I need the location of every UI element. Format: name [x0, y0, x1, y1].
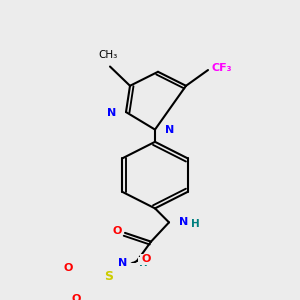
Text: S: S: [104, 270, 113, 283]
Text: O: O: [112, 226, 122, 236]
Text: N: N: [179, 218, 188, 227]
Text: N: N: [165, 125, 174, 136]
Text: O: O: [141, 254, 150, 264]
Text: O: O: [72, 294, 81, 300]
Text: H: H: [191, 219, 200, 229]
Text: CH₃: CH₃: [98, 50, 118, 59]
Text: O: O: [64, 263, 73, 273]
Text: N: N: [118, 258, 127, 268]
Text: CF₃: CF₃: [212, 63, 232, 73]
Text: H: H: [139, 258, 148, 268]
Text: N: N: [107, 108, 116, 118]
